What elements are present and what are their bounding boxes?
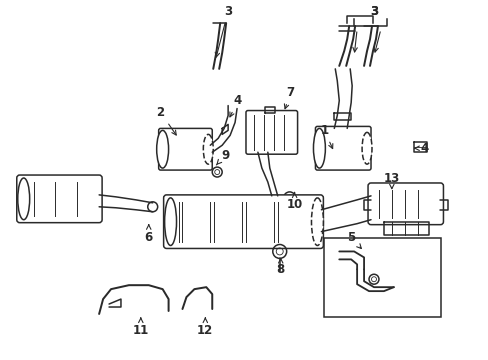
Text: 13: 13 bbox=[383, 171, 399, 189]
Text: 12: 12 bbox=[197, 318, 213, 337]
Ellipse shape bbox=[203, 134, 213, 164]
Text: 10: 10 bbox=[286, 193, 302, 211]
Text: 3: 3 bbox=[369, 5, 377, 18]
FancyBboxPatch shape bbox=[315, 126, 370, 170]
Ellipse shape bbox=[361, 132, 371, 164]
Ellipse shape bbox=[18, 178, 30, 220]
Text: 6: 6 bbox=[144, 225, 153, 244]
Ellipse shape bbox=[313, 129, 325, 168]
Text: 5: 5 bbox=[346, 231, 361, 248]
FancyBboxPatch shape bbox=[163, 195, 323, 248]
Text: 4: 4 bbox=[414, 142, 427, 155]
Text: 2: 2 bbox=[156, 106, 176, 135]
Ellipse shape bbox=[311, 198, 323, 246]
Text: 3: 3 bbox=[369, 5, 377, 18]
Ellipse shape bbox=[164, 198, 176, 246]
FancyBboxPatch shape bbox=[158, 129, 212, 170]
Text: 4: 4 bbox=[229, 94, 242, 117]
FancyBboxPatch shape bbox=[245, 111, 297, 154]
Text: 3: 3 bbox=[215, 5, 232, 57]
Text: 11: 11 bbox=[132, 318, 149, 337]
Text: 7: 7 bbox=[284, 86, 294, 109]
Ellipse shape bbox=[156, 130, 168, 168]
Bar bbox=[324, 238, 441, 317]
FancyBboxPatch shape bbox=[367, 183, 443, 225]
Text: 8: 8 bbox=[276, 258, 285, 276]
FancyBboxPatch shape bbox=[17, 175, 102, 223]
Text: 1: 1 bbox=[320, 124, 332, 149]
Text: 9: 9 bbox=[216, 149, 229, 165]
